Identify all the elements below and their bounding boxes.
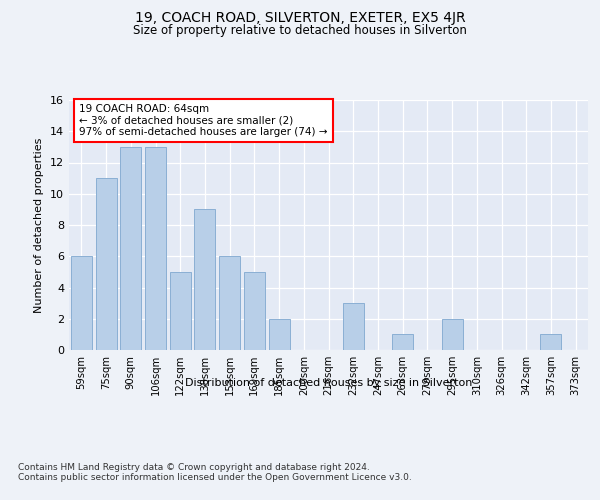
- Bar: [71, 256, 92, 350]
- Bar: [95, 178, 116, 350]
- Y-axis label: Number of detached properties: Number of detached properties: [34, 138, 44, 312]
- Bar: [269, 319, 290, 350]
- Text: 19, COACH ROAD, SILVERTON, EXETER, EX5 4JR: 19, COACH ROAD, SILVERTON, EXETER, EX5 4…: [134, 11, 466, 25]
- Bar: [170, 272, 191, 350]
- Text: Contains HM Land Registry data © Crown copyright and database right 2024.
Contai: Contains HM Land Registry data © Crown c…: [18, 462, 412, 482]
- Text: Distribution of detached houses by size in Silverton: Distribution of detached houses by size …: [185, 378, 472, 388]
- Bar: [541, 334, 562, 350]
- Bar: [343, 303, 364, 350]
- Text: Size of property relative to detached houses in Silverton: Size of property relative to detached ho…: [133, 24, 467, 37]
- Bar: [219, 256, 240, 350]
- Bar: [120, 147, 141, 350]
- Bar: [392, 334, 413, 350]
- Bar: [145, 147, 166, 350]
- Bar: [194, 210, 215, 350]
- Bar: [244, 272, 265, 350]
- Text: 19 COACH ROAD: 64sqm
← 3% of detached houses are smaller (2)
97% of semi-detache: 19 COACH ROAD: 64sqm ← 3% of detached ho…: [79, 104, 328, 137]
- Bar: [442, 319, 463, 350]
